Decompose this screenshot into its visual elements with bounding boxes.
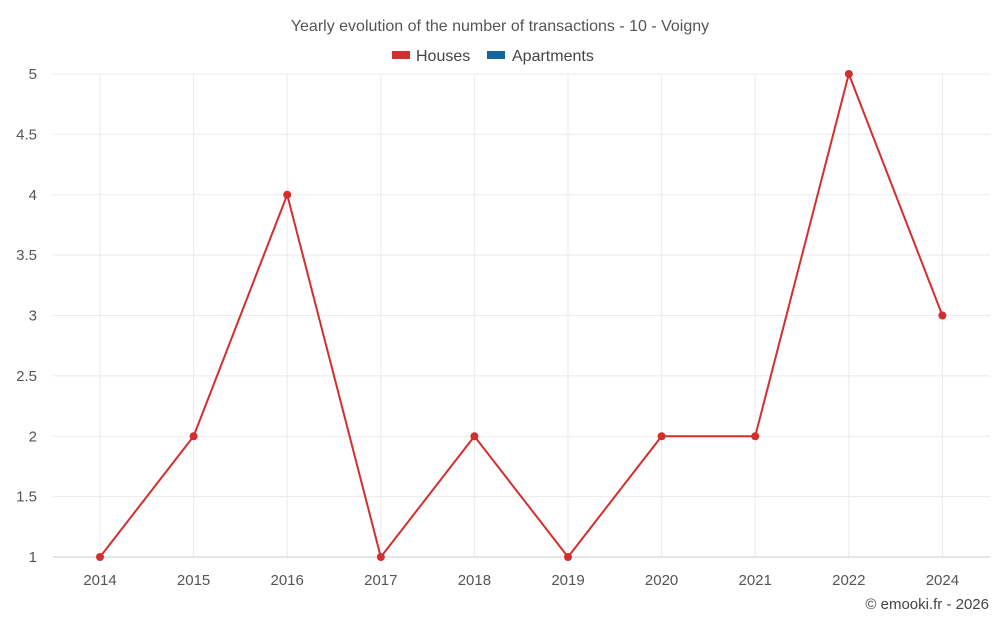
y-tick-label: 4 — [29, 187, 37, 204]
x-tick-label: 2021 — [739, 572, 772, 589]
data-point[interactable] — [470, 432, 479, 441]
y-tick-label: 4.5 — [16, 126, 37, 143]
y-tick-label: 3 — [29, 308, 37, 325]
x-tick-label: 2016 — [271, 572, 304, 589]
y-tick-label: 1 — [29, 549, 37, 566]
legend-swatch-apartments — [487, 51, 505, 59]
legend-item-houses[interactable]: Houses — [392, 48, 470, 65]
legend-label-houses: Houses — [416, 48, 470, 65]
x-tick-label: 2015 — [177, 572, 210, 589]
chart-title: Yearly evolution of the number of transa… — [291, 18, 709, 35]
x-tick-label: 2019 — [551, 572, 584, 589]
data-point[interactable] — [751, 432, 760, 441]
legend-swatch-houses — [392, 51, 410, 59]
data-point[interactable] — [938, 311, 947, 320]
y-axis-ticks: 1 1.5 2 2.5 3 3.5 4 4.5 5 — [16, 66, 37, 566]
series-line-houses — [99, 73, 944, 558]
x-axis-ticks: 2014 2015 2016 2017 2018 2019 2020 2021 2022 2024 — [83, 572, 959, 589]
x-tick-label: 2014 — [83, 572, 116, 589]
y-tick-label: 1.5 — [16, 489, 37, 506]
x-tick-label: 2017 — [364, 572, 397, 589]
x-tick-label: 2020 — [645, 572, 678, 589]
legend-label-apartments: Apartments — [512, 48, 594, 65]
x-tick-label: 2018 — [458, 572, 491, 589]
y-tick-label: 2.5 — [16, 368, 37, 385]
data-point[interactable] — [844, 70, 853, 78]
y-tick-label: 3.5 — [16, 247, 37, 264]
data-point[interactable] — [96, 553, 104, 561]
x-tick-label: 2022 — [832, 572, 865, 589]
legend-item-apartments[interactable]: Apartments — [487, 48, 594, 65]
credit-text: © emooki.fr - 2026 — [865, 596, 989, 613]
y-gridlines — [53, 73, 990, 498]
y-tick-label: 5 — [29, 66, 37, 83]
data-point[interactable] — [189, 432, 198, 441]
x-tick-label: 2024 — [926, 572, 959, 589]
y-tick-label: 2 — [29, 428, 37, 445]
series-houses — [96, 70, 947, 561]
data-point[interactable] — [283, 190, 292, 199]
data-point[interactable] — [564, 553, 572, 561]
data-point[interactable] — [376, 553, 385, 561]
data-point[interactable] — [657, 432, 666, 441]
legend: Houses Apartments — [392, 48, 594, 65]
